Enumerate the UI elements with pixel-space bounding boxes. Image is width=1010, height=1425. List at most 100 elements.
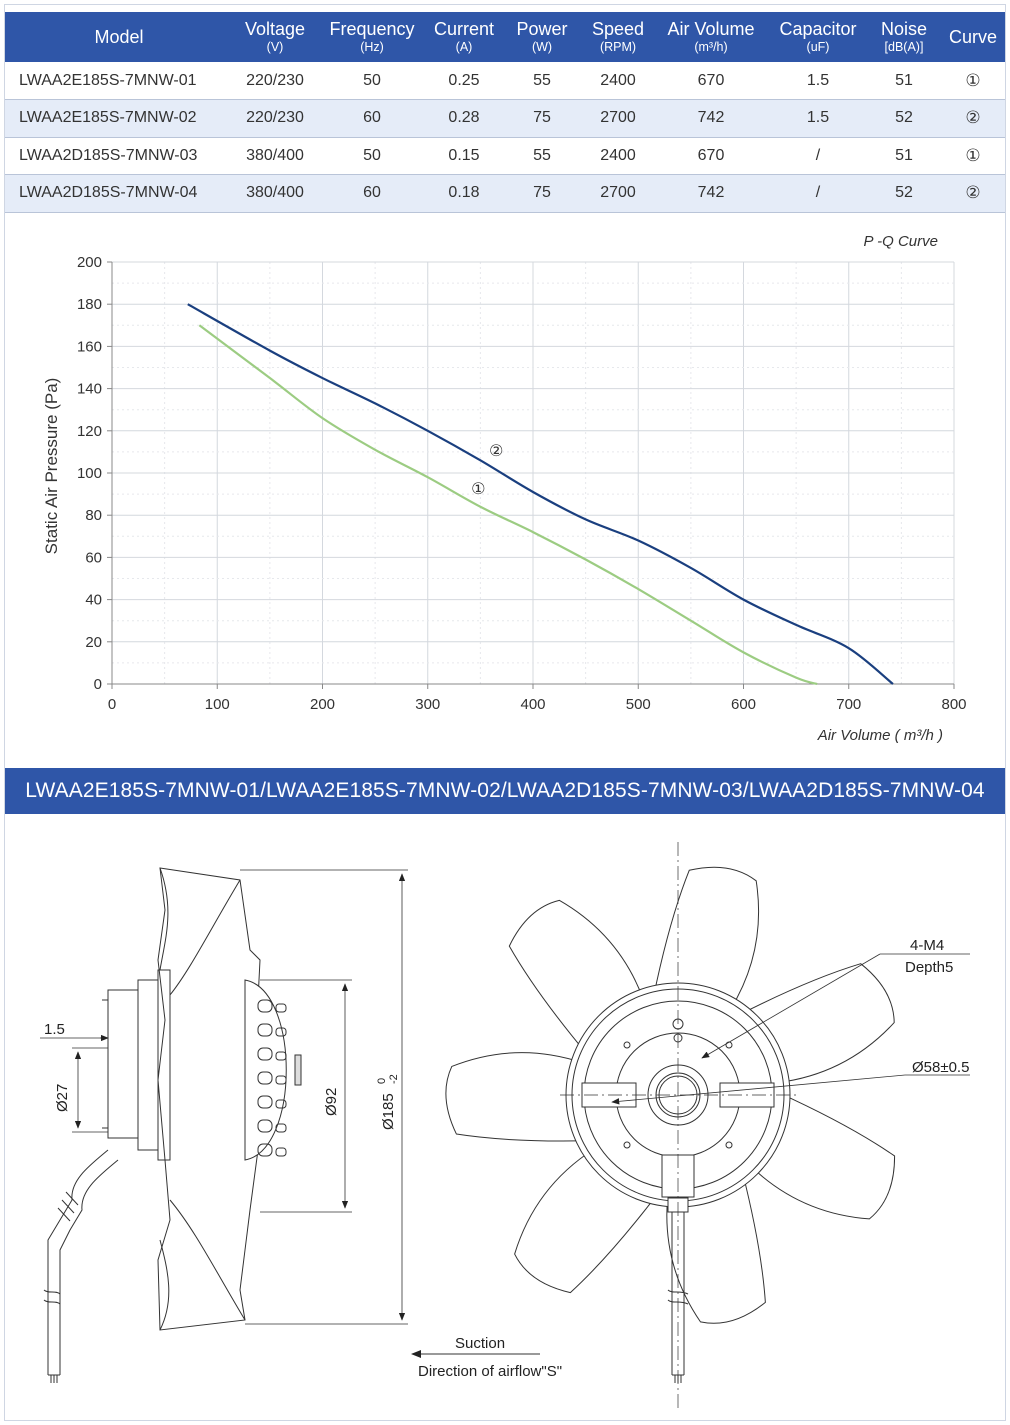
column-header-label: Frequency <box>329 18 415 39</box>
dim-58: Ø58±0.5 <box>912 1059 969 1076</box>
y-tick-label: 80 <box>85 507 102 524</box>
table-cell: LWAA2D185S-7MNW-03 <box>5 137 233 175</box>
table-cell: 380/400 <box>233 174 317 213</box>
x-tick-label: 500 <box>626 696 651 713</box>
table-cell: ② <box>941 174 1005 213</box>
x-tick-label: 600 <box>731 696 756 713</box>
x-tick-label: 300 <box>415 696 440 713</box>
column-header: Frequency (Hz) <box>317 12 427 62</box>
table-cell: 1.5 <box>769 99 867 138</box>
chart-grid <box>111 261 955 685</box>
technical-drawing: 1.5 Ø27 Ø92 Ø185 0 -2 Suction Direction … <box>0 820 1010 1420</box>
table-cell: 0.15 <box>427 137 501 175</box>
table-row: LWAA2D185S-7MNW-03 380/400 50 0.15 55 2400 670… <box>5 137 1005 175</box>
table-cell: / <box>769 137 867 175</box>
x-axis-label: Air Volume ( m³/h ) <box>817 727 943 744</box>
y-tick-label: 180 <box>77 296 102 313</box>
table-cell: 220/230 <box>233 62 317 100</box>
table-cell: 2400 <box>583 137 653 175</box>
table-cell: 670 <box>653 137 769 175</box>
column-header-label: Model <box>94 26 144 47</box>
chart-svg: 0 100 200 300 400 500 600 700 800 0 20 40 60 80 100 120… <box>42 233 967 744</box>
column-header-label: Air Volume <box>667 18 755 39</box>
table-cell: 75 <box>501 99 583 138</box>
table-cell: 2400 <box>583 62 653 100</box>
y-tick-label: 20 <box>85 634 102 651</box>
dim-185: Ø185 <box>380 1093 397 1130</box>
column-header-label: Current <box>433 18 495 39</box>
suction-label: Suction <box>455 1335 505 1352</box>
table-cell: 0.18 <box>427 174 501 213</box>
series-line-2 <box>187 303 894 685</box>
column-header: Power (W) <box>501 12 583 62</box>
y-tick-label: 200 <box>77 254 102 271</box>
table-cell: 742 <box>653 174 769 213</box>
column-header-unit: (W) <box>531 39 553 54</box>
spec-table: Model Voltage (V) Frequency (Hz) Current (A) Po… <box>5 12 1005 213</box>
x-tick-label: 400 <box>520 696 545 713</box>
chart-series <box>187 303 894 686</box>
column-header: Voltage (V) <box>233 12 317 62</box>
column-header-label: Noise <box>880 18 928 39</box>
airflow-label: Direction of airflow"S" <box>418 1363 562 1380</box>
column-header-unit: [dB(A)] <box>884 39 924 54</box>
column-header-unit: (RPM) <box>599 39 637 54</box>
table-cell: 50 <box>317 62 427 100</box>
table-cell: 0.28 <box>427 99 501 138</box>
pq-curve-chart: 0 100 200 300 400 500 600 700 800 0 20 40 60 80 100 120… <box>0 222 1010 762</box>
table-row: LWAA2D185S-7MNW-04 380/400 60 0.18 75 2700 742… <box>5 174 1005 213</box>
table-cell: ① <box>941 137 1005 175</box>
table-cell: 0.25 <box>427 62 501 100</box>
y-axis-label: Static Air Pressure (Pa) <box>42 378 61 555</box>
column-header: Air Volume (m³/h) <box>653 12 769 62</box>
column-header-label: Capacitor <box>779 18 857 39</box>
table-cell: 60 <box>317 99 427 138</box>
column-header: Model <box>5 12 233 62</box>
table-cell: 380/400 <box>233 137 317 175</box>
table-cell: 55 <box>501 62 583 100</box>
table-cell: 1.5 <box>769 62 867 100</box>
dim-185-tol-upper: 0 <box>376 1078 388 1084</box>
table-cell: LWAA2D185S-7MNW-04 <box>5 174 233 213</box>
table-cell: 2700 <box>583 174 653 213</box>
curve-annotation: ② <box>489 443 503 460</box>
column-header-unit: (uF) <box>806 39 830 54</box>
holes-label: 4-M4 <box>910 937 944 954</box>
column-header: Speed (RPM) <box>583 12 653 62</box>
column-header-label: Power <box>516 18 568 39</box>
column-header: Capacitor (uF) <box>769 12 867 62</box>
dim-185-group: Ø185 0 -2 <box>376 1074 400 1130</box>
table-cell: / <box>769 174 867 213</box>
table-cell: 2700 <box>583 99 653 138</box>
dim-92: Ø92 <box>323 1088 340 1116</box>
dim-185-tol-lower: -2 <box>388 1074 400 1084</box>
y-tick-label: 100 <box>77 465 102 482</box>
chart-labels: 0 100 200 300 400 500 600 700 800 0 20 40 60 80 100 120… <box>42 233 967 744</box>
table-cell: 220/230 <box>233 99 317 138</box>
table-cell: ② <box>941 99 1005 138</box>
table-cell: 742 <box>653 99 769 138</box>
y-tick-label: 140 <box>77 381 102 398</box>
column-header-unit: (Hz) <box>360 39 384 54</box>
table-row: LWAA2E185S-7MNW-01 220/230 50 0.25 55 2400 670… <box>5 62 1005 100</box>
table-body: LWAA2E185S-7MNW-01 220/230 50 0.25 55 2400 670… <box>5 62 1005 213</box>
x-tick-label: 200 <box>310 696 335 713</box>
series-line-1 <box>198 324 818 686</box>
table-cell: LWAA2E185S-7MNW-02 <box>5 99 233 138</box>
column-header: Curve <box>941 12 1005 62</box>
y-tick-label: 0 <box>94 676 102 693</box>
dim-27: Ø27 <box>54 1084 71 1112</box>
x-tick-label: 100 <box>205 696 230 713</box>
chart-title: P -Q Curve <box>864 233 938 250</box>
table-cell: ① <box>941 62 1005 100</box>
depth-label: Depth5 <box>905 959 953 976</box>
table-cell: LWAA2E185S-7MNW-01 <box>5 62 233 100</box>
column-header-label: Voltage <box>244 18 306 39</box>
y-tick-label: 160 <box>77 338 102 355</box>
x-tick-label: 0 <box>108 696 116 713</box>
column-header-unit: (A) <box>455 39 473 54</box>
table-cell: 52 <box>867 174 941 213</box>
column-header-unit: (m³/h) <box>694 39 728 54</box>
drawing-svg: 1.5 Ø27 Ø92 Ø185 0 -2 Suction Direction … <box>40 842 970 1410</box>
column-header: Current (A) <box>427 12 501 62</box>
